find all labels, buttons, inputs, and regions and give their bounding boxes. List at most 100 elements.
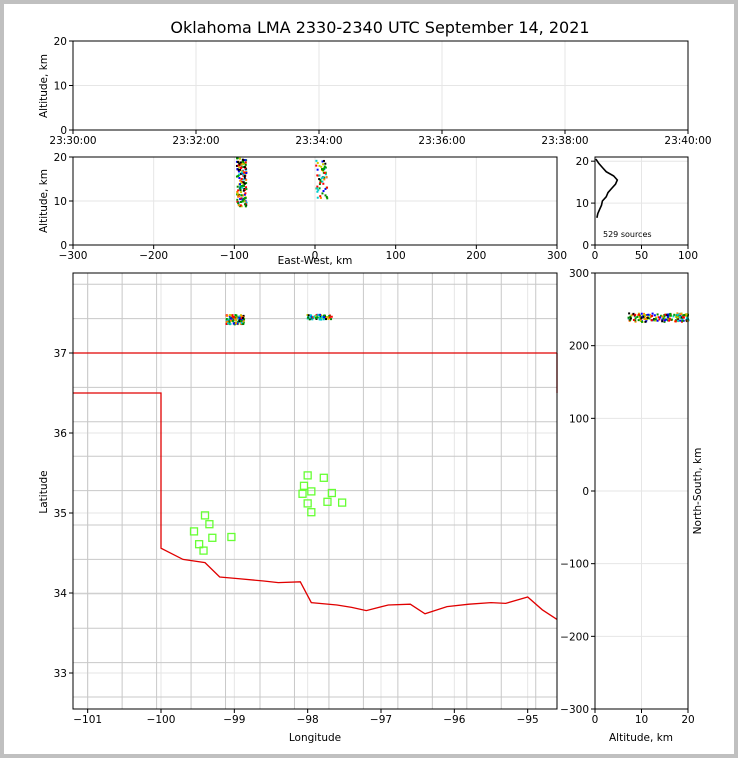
lightning-source [243,182,246,185]
lightning-source [669,312,672,315]
lightning-source [242,178,245,181]
lightning-source [649,315,652,318]
lightning-source [642,316,645,319]
lightning-source [237,195,240,198]
lightning-source [664,313,667,316]
lightning-source [632,318,635,321]
lightning-source [319,180,322,183]
lightning-source [242,182,245,185]
lightning-source [240,322,243,325]
lightning-source [634,317,637,320]
time-height-ylabel: Altitude, km [38,54,50,118]
lightning-source [629,317,632,320]
lightning-source [661,320,664,323]
station-marker [307,487,316,496]
x-tick-label: −95 [517,714,539,726]
lightning-source [677,319,680,322]
lightning-source [242,323,245,326]
lightning-source [241,186,244,189]
time-height-xticks: 23:30:00 23:32:00 23:34:00 23:36:00 23:38:00… [49,130,712,147]
lightning-source [661,315,664,318]
lightning-source [677,317,680,320]
x-tick-label: 23:38:00 [541,135,588,147]
lightning-source [242,160,245,163]
lightning-source [319,179,322,182]
lightning-source [318,318,321,321]
x-tick-label: −200 [139,250,168,262]
lightning-source [660,314,663,317]
lightning-source [238,194,241,197]
east-west-xlabel: East-West, km [278,255,353,267]
lightning-source [240,166,243,169]
lightning-source [322,182,325,185]
y-tick-label: 20 [54,36,67,48]
y-tick-label: 0 [582,486,589,498]
figure-title: Oklahoma LMA 2330-2340 UTC September 14,… [170,18,589,37]
lightning-source [627,316,630,319]
lightning-source [322,176,325,179]
north-south-sources [627,312,690,323]
x-tick-label: −101 [73,714,102,726]
lightning-source [239,169,242,172]
lightning-source [240,194,243,197]
lightning-source [241,194,244,197]
lightning-source [239,314,242,317]
lightning-source [643,317,646,320]
station-marker [327,488,337,498]
lightning-source [230,317,233,320]
lightning-source [231,315,234,318]
y-tick-label: 33 [54,668,67,680]
source-count-label: 529 sources [603,230,652,239]
lightning-source [663,318,666,321]
lightning-source [666,315,669,318]
lightning-source [634,319,637,322]
lightning-source [317,189,320,192]
lightning-source [238,166,241,169]
station-marker [298,489,307,498]
figure-frame: Oklahoma LMA 2330-2340 UTC September 14,… [4,4,734,754]
lightning-source [668,317,671,320]
lightning-source [318,316,321,319]
lightning-source [232,319,235,322]
lightning-source [665,318,668,321]
lightning-source [242,162,245,165]
lightning-source [653,318,656,321]
lightning-source [323,165,326,168]
station-marker [199,546,208,555]
lightning-source [320,165,323,168]
y-tick-label: −100 [560,559,589,571]
lightning-source [656,313,659,316]
lightning-source [238,176,241,179]
map-xticks: −101 −100 −99 −98 −97 −96 −95 [73,709,539,726]
lightning-source [227,322,230,325]
lightning-source [228,315,231,318]
lightning-source [636,315,639,318]
lightning-source [240,177,243,180]
lightning-source [244,163,247,166]
x-tick-label: −300 [59,250,88,262]
lightning-source [653,319,656,322]
station-marker [200,511,210,520]
x-tick-label: −96 [443,714,465,726]
lightning-source [238,157,241,160]
lightning-source [319,181,322,184]
lightning-source [326,186,329,189]
lightning-source [640,320,643,323]
lightning-source [307,314,310,317]
lightning-source [235,317,238,320]
lightning-source [324,187,327,190]
x-tick-label: 23:40:00 [664,135,711,147]
lightning-source [638,316,641,319]
lightning-source [245,171,248,174]
lightning-source [646,316,649,319]
lightning-source [240,316,243,319]
lightning-source [240,185,243,188]
lightning-source [235,314,238,317]
lightning-source [239,183,242,186]
lightning-source [676,312,679,315]
y-tick-label: −300 [560,704,589,716]
lightning-source [321,160,324,163]
lightning-source [316,185,319,188]
lightning-source [628,312,631,315]
lightning-source [322,167,325,170]
